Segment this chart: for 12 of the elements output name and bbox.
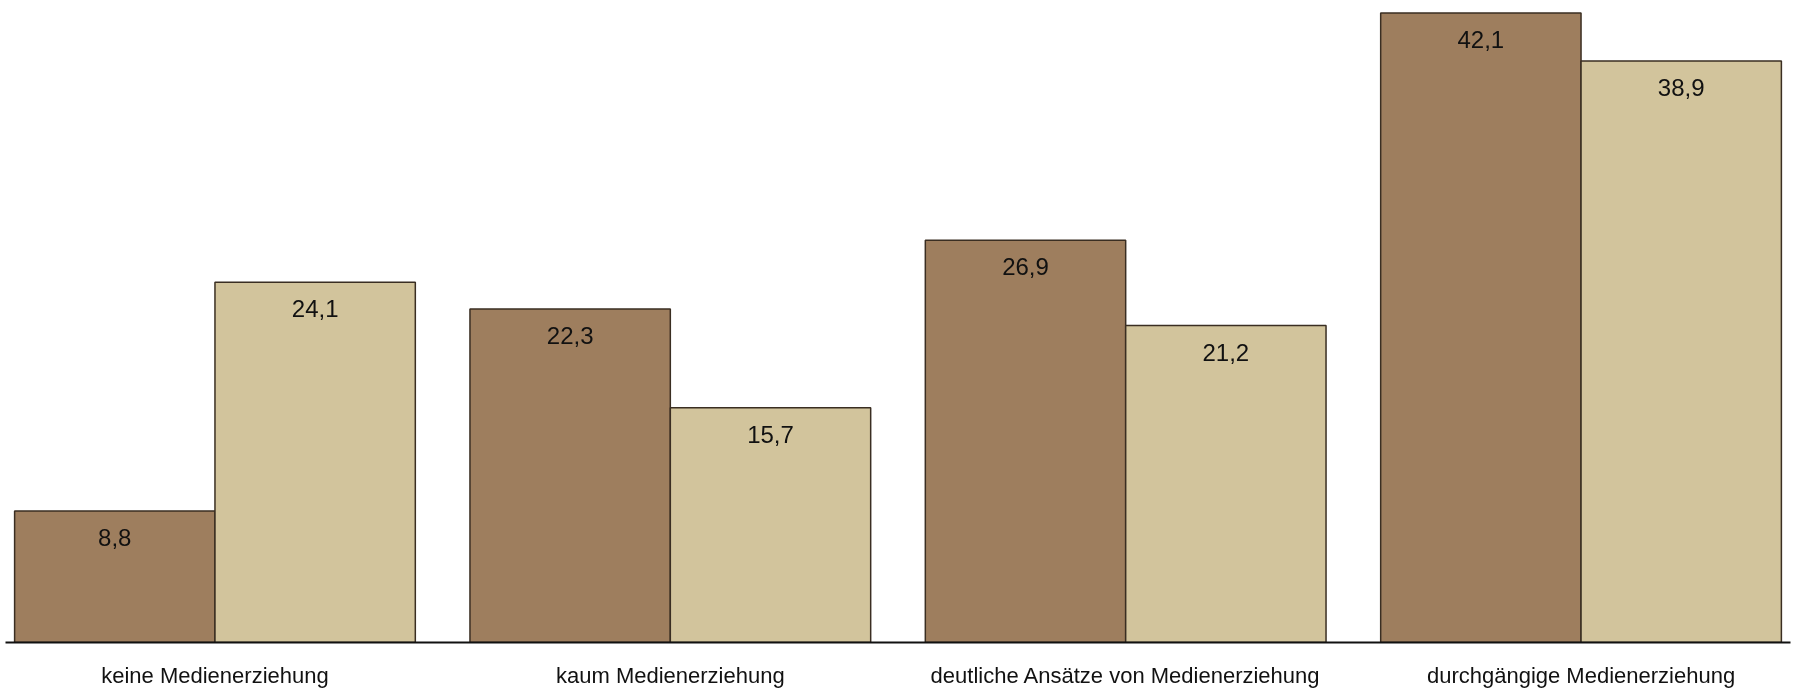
data-label: 42,1 <box>1457 26 1505 54</box>
x-tick-label: durchgängige Medienerziehung <box>1426 662 1736 688</box>
data-label: 24,1 <box>291 295 339 323</box>
x-tick-label: deutliche Ansätze von Medienerziehung <box>930 662 1320 688</box>
data-label: 21,2 <box>1202 338 1250 366</box>
x-tick-label: keine Medienerziehung <box>101 662 329 688</box>
data-label: 22,3 <box>546 322 594 350</box>
data-label: 26,9 <box>1002 253 1049 281</box>
data-label: 8,8 <box>98 523 132 551</box>
data-label: 38,9 <box>1657 73 1705 101</box>
data-label: 15,7 <box>747 420 794 448</box>
x-tick-label: kaum Medienerziehung <box>555 662 785 688</box>
